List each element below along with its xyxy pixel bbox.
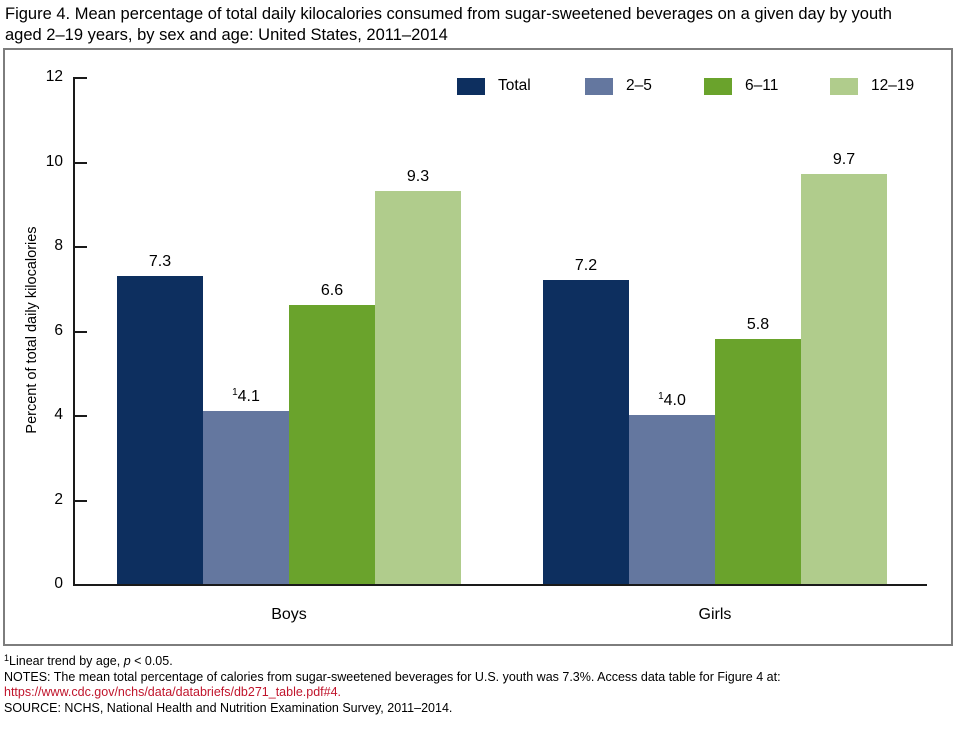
footnote-trend: 1Linear trend by age, p < 0.05.: [4, 653, 173, 668]
y-tick-label-8: 8: [54, 237, 63, 254]
footnote-marker: 1: [232, 387, 238, 398]
legend-item-6-11: 6–11: [704, 76, 778, 96]
legend-item-12-19: 12–19: [830, 76, 914, 96]
bar-girls-12-19: [801, 174, 887, 584]
y-tick-8: [73, 246, 87, 248]
footnote-notes: NOTES: The mean total percentage of calo…: [4, 669, 781, 684]
bar-value-girls-12-19: 9.7: [832, 151, 856, 168]
legend-label-6-11: 6–11: [745, 77, 779, 94]
x-axis-line: [73, 584, 927, 586]
legend-item-2-5: 2–5: [585, 76, 652, 96]
y-tick-6: [73, 330, 87, 333]
bar-value-boys-2-5: 14.1: [232, 387, 260, 405]
legend-swatch-2-5: [585, 77, 613, 95]
y-tick-label-4: 4: [54, 406, 63, 423]
y-tick-label-6: 6: [54, 321, 63, 339]
bar-value-girls-6-11: 5.8: [746, 316, 770, 333]
bar-value-boys-total: 7.3: [148, 253, 172, 270]
chart-plot-area: Total 2–5 6–11 12–19 Percent of total daily…: [3, 48, 953, 646]
footnote-link-line: https://www.cdc.gov/nchs/data/databriefs…: [4, 685, 781, 701]
bar-boys-total: [117, 276, 203, 584]
legend-swatch-12-19: [830, 77, 858, 95]
footnote-marker: 1: [4, 653, 10, 663]
data-table-link[interactable]: https://www.cdc.gov/nchs/data/databriefs…: [4, 685, 342, 700]
y-tick-12: [73, 77, 87, 79]
legend-swatch-6-11: [704, 77, 732, 95]
y-tick-4: [73, 415, 87, 417]
bar-boys-12-19: [375, 191, 461, 584]
legend-label-12-19: 12–19: [871, 77, 915, 94]
y-tick-10: [73, 161, 87, 164]
y-tick-label-2: 2: [54, 490, 63, 508]
footnote-source: SOURCE: NCHS, National Health and Nutrit…: [4, 700, 453, 715]
figure-title: Figure 4. Mean percentage of total daily…: [5, 5, 892, 44]
footnote-marker: 1: [658, 391, 664, 402]
y-tick-label-10: 10: [45, 152, 63, 170]
bar-value-girls-2-5: 14.0: [658, 391, 686, 409]
bar-girls-2-5: [629, 415, 715, 584]
bar-girls-total: [543, 280, 629, 584]
bar-boys-2-5: [203, 411, 289, 584]
chart-footnotes: 1Linear trend by age, p < 0.05. NOTES: T…: [4, 651, 781, 716]
bar-value-girls-total: 7.2: [574, 257, 598, 274]
y-tick-2: [73, 499, 87, 502]
legend-item-total: Total: [457, 76, 531, 96]
group-label-girls: Girls: [698, 606, 732, 623]
bar-boys-6-11: [289, 305, 375, 584]
bar-value-boys-12-19: 9.3: [406, 168, 430, 185]
bar-girls-6-11: [715, 339, 801, 584]
bar-value-boys-6-11: 6.6: [320, 282, 344, 299]
legend-swatch-total: [457, 77, 485, 95]
y-tick-label-12: 12: [45, 68, 63, 85]
legend-label-2-5: 2–5: [626, 77, 652, 94]
group-label-boys: Boys: [271, 606, 307, 623]
legend-label-total: Total: [498, 77, 531, 94]
y-tick-label-0: 0: [54, 575, 63, 592]
